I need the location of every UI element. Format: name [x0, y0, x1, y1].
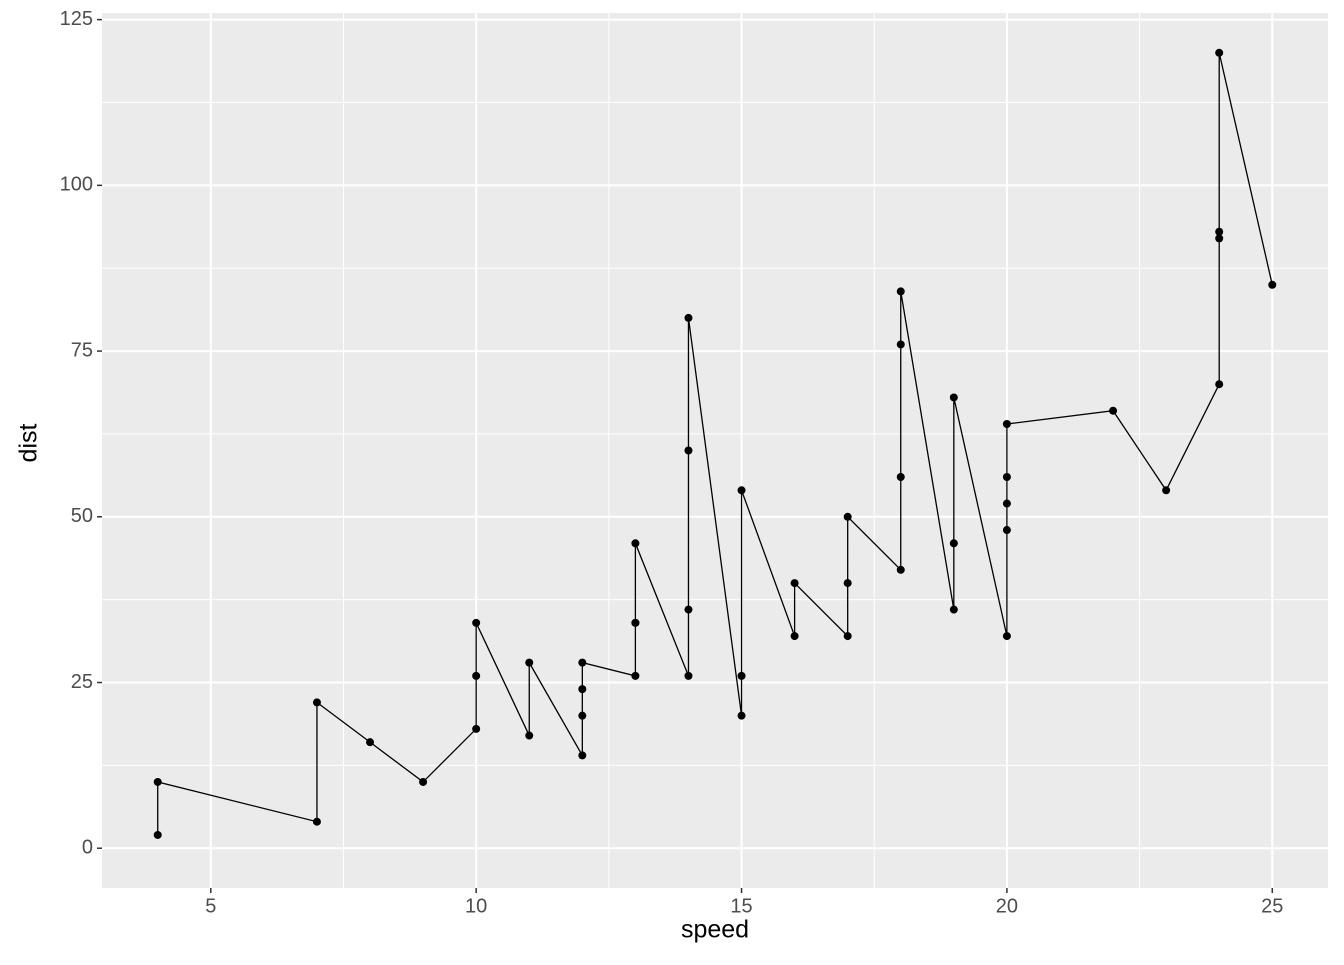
data-point	[419, 777, 428, 786]
data-point	[525, 658, 534, 667]
data-point	[896, 340, 905, 349]
data-point	[843, 579, 852, 588]
data-point	[1002, 526, 1011, 535]
data-point	[949, 605, 958, 614]
data-point	[525, 731, 534, 740]
y-tick-label: 50	[71, 505, 93, 527]
data-point	[896, 473, 905, 482]
x-axis-title: speed	[681, 916, 749, 944]
x-tick-label: 25	[1261, 895, 1283, 917]
data-point	[153, 830, 162, 839]
data-point	[737, 671, 746, 680]
panel	[102, 13, 1328, 888]
data-point	[1215, 227, 1224, 236]
data-point	[1002, 419, 1011, 428]
y-tick-label: 25	[71, 671, 93, 693]
data-point	[578, 751, 587, 760]
y-axis-title: dist	[15, 423, 43, 462]
data-point	[896, 565, 905, 574]
data-point	[578, 711, 587, 720]
data-point	[472, 724, 481, 733]
data-point	[790, 579, 799, 588]
data-point	[631, 671, 640, 680]
data-point	[1215, 380, 1224, 389]
data-point	[1268, 280, 1277, 289]
x-tick-label: 10	[465, 895, 487, 917]
data-point	[1215, 234, 1224, 243]
data-point	[949, 539, 958, 548]
x-tick-label: 15	[730, 895, 752, 917]
x-tick-label: 20	[996, 895, 1018, 917]
y-tick-label: 125	[60, 8, 93, 30]
data-point	[1002, 499, 1011, 508]
data-point	[153, 777, 162, 786]
data-point	[843, 512, 852, 521]
y-tick-label: 0	[82, 837, 93, 859]
data-point	[949, 393, 958, 402]
data-point	[1215, 48, 1224, 57]
data-point	[737, 486, 746, 495]
data-point	[684, 313, 693, 322]
data-point	[631, 618, 640, 627]
data-point	[472, 671, 481, 680]
data-point	[1002, 473, 1011, 482]
data-point	[1002, 632, 1011, 641]
data-point	[790, 632, 799, 641]
data-point	[578, 658, 587, 667]
data-point	[684, 605, 693, 614]
data-point	[1109, 406, 1118, 415]
y-tick-label: 75	[71, 339, 93, 361]
data-point	[631, 539, 640, 548]
data-point	[578, 685, 587, 694]
data-point	[472, 618, 481, 627]
data-point	[843, 632, 852, 641]
data-point	[1162, 486, 1171, 495]
y-tick-label: 100	[60, 174, 93, 196]
data-point	[312, 698, 321, 707]
data-point	[684, 671, 693, 680]
data-point	[737, 711, 746, 720]
data-point	[366, 738, 375, 747]
data-point	[312, 817, 321, 826]
data-point	[684, 446, 693, 455]
x-tick-label: 5	[205, 895, 216, 917]
data-point	[896, 287, 905, 296]
